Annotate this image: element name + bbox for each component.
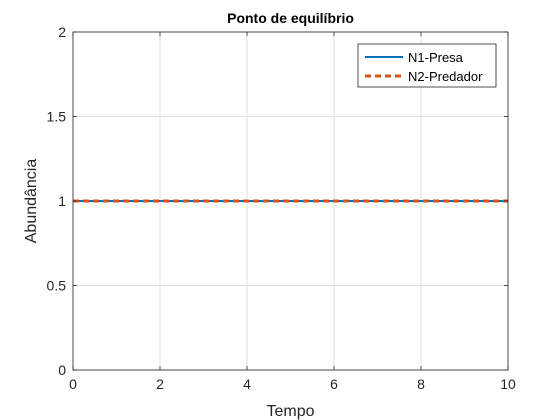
x-tick-label: 0 [69, 376, 77, 392]
y-tick-label: 1.5 [47, 109, 67, 125]
x-axis-label: Tempo [266, 403, 314, 420]
y-axis-label: Abundância [23, 159, 40, 244]
x-tick-label: 8 [417, 376, 425, 392]
x-tick-label: 4 [243, 376, 251, 392]
x-tick-label: 10 [500, 376, 516, 392]
y-tick-label: 0 [58, 362, 66, 378]
y-tick-label: 2 [58, 24, 66, 40]
legend: N1-Presa N2-Predador [357, 43, 497, 88]
y-tick-label: 0.5 [47, 278, 67, 294]
x-tick-label: 2 [156, 376, 164, 392]
legend-label-n1-presa: N1-Presa [408, 50, 464, 65]
ticks: 0 2 4 6 8 10 0 0.5 1 1.5 2 [47, 24, 516, 392]
y-tick-label: 1 [58, 193, 66, 209]
legend-box [357, 43, 497, 88]
x-tick-label: 6 [330, 376, 338, 392]
legend-label-n2-predador: N2-Predador [408, 69, 483, 84]
chart-title: Ponto de equilíbrio [227, 10, 354, 26]
